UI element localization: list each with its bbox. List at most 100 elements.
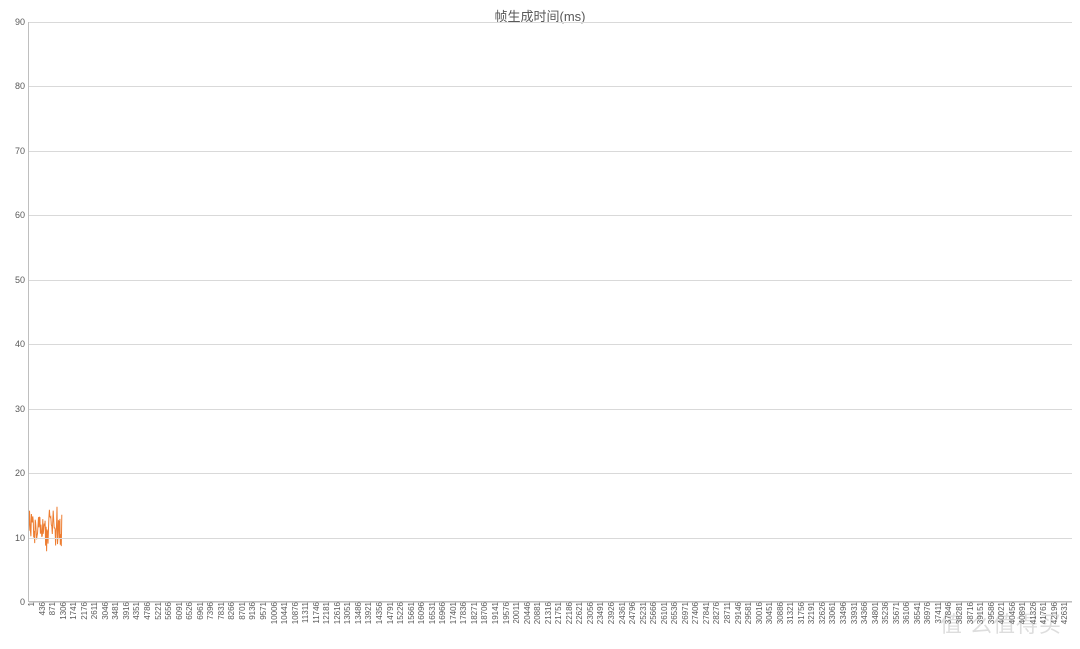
x-tick-label: 35671: [893, 602, 901, 624]
frame-time-chart: 帧生成时间(ms) 0102030405060708090 1436871130…: [0, 0, 1080, 649]
x-tick-label: 436: [39, 602, 47, 615]
x-tick-label: 2176: [81, 602, 89, 620]
x-tick-label: 26101: [661, 602, 669, 624]
gridline: [29, 22, 1072, 23]
x-tick-label: 25666: [650, 602, 658, 624]
x-tick-label: 11311: [302, 602, 310, 623]
x-tick-label: 39586: [988, 602, 996, 624]
x-tick-label: 10441: [281, 602, 289, 624]
x-tick-label: 33061: [829, 602, 837, 624]
x-tick-label: 11746: [313, 602, 321, 624]
x-tick-label: 26971: [682, 602, 690, 624]
y-tick-label: 10: [3, 533, 25, 543]
gridline: [29, 473, 1072, 474]
x-tick-label: 13486: [355, 602, 363, 624]
x-tick-label: 5221: [155, 602, 163, 620]
y-tick-label: 70: [3, 146, 25, 156]
x-tick-label: 6526: [186, 602, 194, 620]
x-tick-label: 27406: [692, 602, 700, 624]
x-tick-label: 42196: [1051, 602, 1059, 624]
y-tick-label: 20: [3, 468, 25, 478]
x-tick-label: 16531: [429, 602, 437, 624]
x-tick-label: 15226: [397, 602, 405, 624]
x-tick-label: 16096: [418, 602, 426, 624]
y-tick-label: 30: [3, 404, 25, 414]
x-tick-label: 8266: [228, 602, 236, 620]
x-tick-label: 34366: [861, 602, 869, 624]
x-tick-label: 10876: [292, 602, 300, 624]
x-tick-label: 19576: [503, 602, 511, 624]
x-tick-label: 34801: [872, 602, 880, 624]
gridline: [29, 344, 1072, 345]
x-tick-label: 29581: [745, 602, 753, 624]
x-tick-label: 16966: [439, 602, 447, 624]
gridline: [29, 86, 1072, 87]
x-tick-label: 14791: [387, 602, 395, 624]
x-tick-label: 4351: [133, 602, 141, 620]
x-tick-label: 14356: [376, 602, 384, 624]
x-tick-label: 10006: [271, 602, 279, 624]
plot-area: 0102030405060708090: [28, 22, 1072, 602]
x-tick-label: 38281: [956, 602, 964, 624]
x-tick-label: 20011: [513, 602, 521, 624]
x-tick-label: 40891: [1019, 602, 1027, 624]
x-tick-label: 20446: [524, 602, 532, 624]
gridline: [29, 538, 1072, 539]
y-tick-label: 50: [3, 275, 25, 285]
x-tick-label: 6961: [197, 602, 205, 620]
x-tick-label: 41761: [1040, 602, 1048, 624]
x-tick-label: 19141: [492, 602, 500, 624]
x-tick-label: 871: [49, 602, 57, 615]
x-tick-label: 33496: [840, 602, 848, 624]
x-tick-label: 40021: [998, 602, 1006, 624]
x-tick-label: 21316: [545, 602, 553, 624]
x-tick-label: 33931: [851, 602, 859, 624]
x-tick-label: 23491: [597, 602, 605, 624]
line-series: [29, 22, 1073, 602]
x-tick-label: 42631: [1061, 602, 1069, 624]
x-tick-label: 32191: [808, 602, 816, 624]
x-axis-labels: 1436871130617412176261130463481391643514…: [28, 602, 1072, 648]
x-tick-label: 28711: [724, 602, 732, 624]
x-tick-label: 21751: [555, 602, 563, 624]
x-tick-label: 24361: [619, 602, 627, 624]
x-tick-label: 18271: [471, 602, 479, 624]
y-tick-label: 60: [3, 210, 25, 220]
x-tick-label: 30451: [766, 602, 774, 624]
x-tick-label: 8701: [239, 602, 247, 620]
y-tick-label: 0: [3, 597, 25, 607]
series-line: [29, 507, 62, 552]
x-tick-label: 28276: [713, 602, 721, 624]
x-tick-label: 40456: [1009, 602, 1017, 624]
x-tick-label: 23926: [608, 602, 616, 624]
x-tick-label: 3046: [102, 602, 110, 620]
x-tick-label: 36976: [924, 602, 932, 624]
x-tick-label: 35236: [882, 602, 890, 624]
x-tick-label: 24796: [629, 602, 637, 624]
x-tick-label: 3481: [112, 602, 120, 620]
x-tick-label: 32626: [819, 602, 827, 624]
x-tick-label: 38716: [967, 602, 975, 624]
x-tick-label: 18706: [481, 602, 489, 624]
x-tick-label: 13921: [365, 602, 373, 624]
gridline: [29, 409, 1072, 410]
x-tick-label: 31756: [798, 602, 806, 624]
gridline: [29, 280, 1072, 281]
x-tick-label: 30016: [756, 602, 764, 624]
x-tick-label: 25231: [640, 602, 648, 624]
x-tick-label: 27841: [703, 602, 711, 624]
x-tick-label: 17836: [460, 602, 468, 624]
x-tick-label: 31321: [787, 602, 795, 624]
x-tick-label: 22186: [566, 602, 574, 624]
x-tick-label: 9136: [249, 602, 257, 620]
x-tick-label: 30886: [777, 602, 785, 624]
x-tick-label: 12181: [323, 602, 331, 624]
x-tick-label: 4786: [144, 602, 152, 620]
x-tick-label: 36541: [914, 602, 922, 624]
x-tick-label: 36106: [903, 602, 911, 624]
x-tick-label: 39151: [977, 602, 985, 624]
x-tick-label: 20881: [534, 602, 542, 624]
x-tick-label: 26536: [671, 602, 679, 624]
x-tick-label: 15661: [408, 602, 416, 624]
x-tick-label: 1: [28, 602, 36, 606]
